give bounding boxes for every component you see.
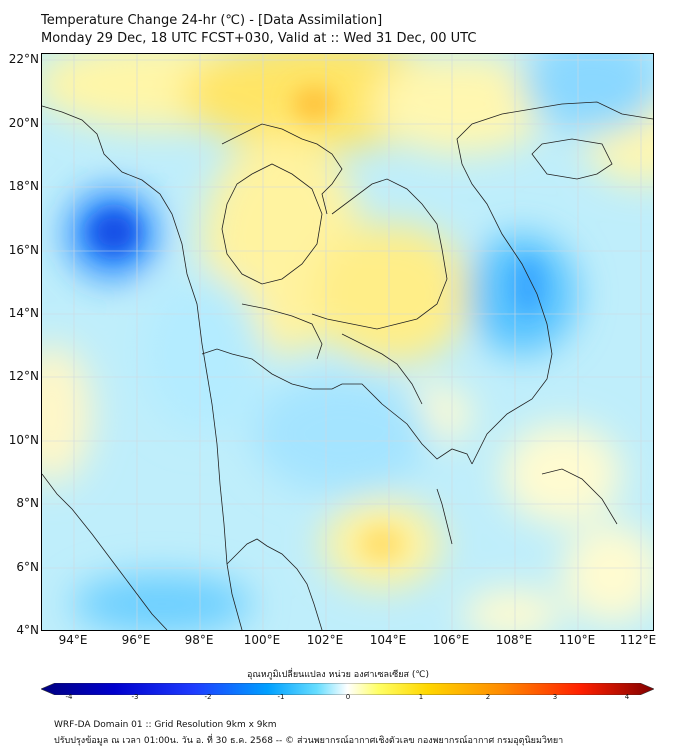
colorbar-tick: 0 [345, 693, 351, 701]
lon-label-112: 112°E [619, 633, 657, 647]
lon-label-94: 94°E [58, 633, 88, 647]
map-canvas [42, 54, 653, 630]
colorbar-tick: -2 [204, 693, 212, 701]
lat-label-16: 16°N [8, 243, 39, 257]
lat-label-20: 20°N [8, 116, 39, 130]
graticule [42, 54, 653, 630]
colorbar-tick: 2 [485, 693, 491, 701]
colorbar-tick: -1 [277, 693, 285, 701]
temperature-field [42, 54, 653, 630]
lon-label-110: 110°E [558, 633, 596, 647]
lon-label-96: 96°E [121, 633, 151, 647]
map-subtitle: Monday 29 Dec, 18 UTC FCST+030, Valid at… [41, 31, 477, 46]
lat-label-18: 18°N [8, 179, 39, 193]
lon-label-104: 104°E [369, 633, 407, 647]
colorbar-label: อุณหภูมิเปลี่ยนแปลง หน่วย องศาเซลเซียส (… [246, 670, 430, 680]
lon-label-98: 98°E [184, 633, 214, 647]
lat-label-14: 14°N [8, 306, 39, 320]
lat-label-4: 4°N [16, 623, 39, 637]
lat-label-6: 6°N [16, 560, 39, 574]
footer-credit: ปรับปรุงข้อมูล ณ เวลา 01:00น. วัน อ. ที่… [54, 736, 564, 746]
colorbar-tick: -3 [131, 693, 139, 701]
footer-domain-info: WRF-DA Domain 01 :: Grid Resolution 9km … [54, 720, 277, 730]
lat-label-10: 10°N [8, 433, 39, 447]
lat-label-22: 22°N [8, 52, 39, 66]
coastlines [42, 101, 653, 630]
lon-label-102: 102°E [306, 633, 344, 647]
lon-label-108: 108°E [495, 633, 533, 647]
lon-label-106: 106°E [432, 633, 470, 647]
colorbar-tick: 4 [624, 693, 630, 701]
temperature-change-map [41, 53, 654, 631]
lat-label-8: 8°N [16, 496, 39, 510]
colorbar [40, 680, 655, 696]
colorbar-tick: -4 [65, 693, 73, 701]
lat-label-12: 12°N [8, 369, 39, 383]
lon-label-100: 100°E [243, 633, 281, 647]
colorbar-tick: 3 [552, 693, 558, 701]
map-title: Temperature Change 24-hr (℃) - [Data Ass… [41, 13, 383, 28]
colorbar-tick: 1 [418, 693, 424, 701]
